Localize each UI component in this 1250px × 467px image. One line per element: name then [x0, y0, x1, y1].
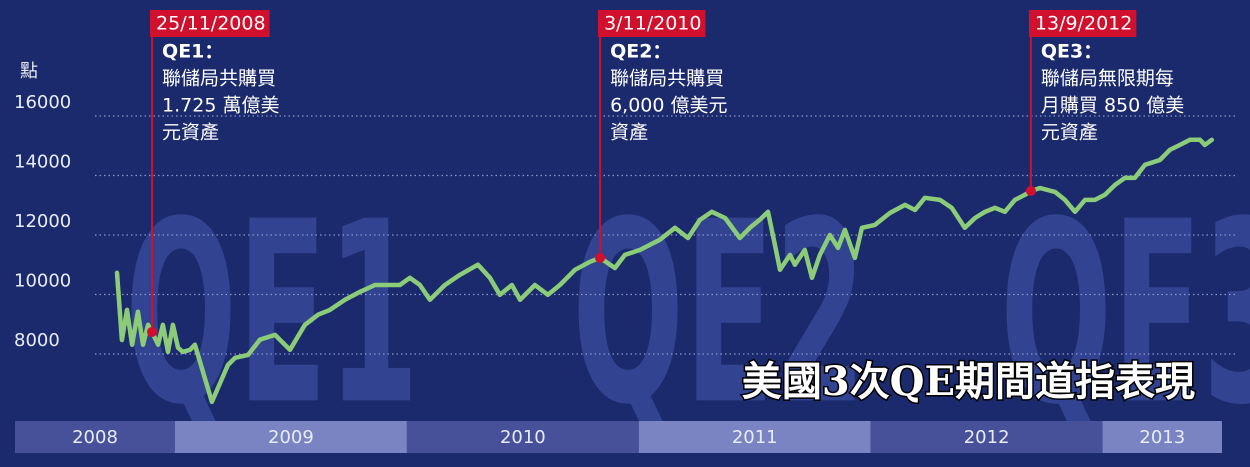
x-tick-label: 2012: [964, 427, 1010, 448]
annotation-text: 聯儲局無限期每: [1041, 68, 1174, 90]
annotation-title: QE1：: [162, 41, 223, 63]
annotation-marker: [147, 326, 158, 337]
annotation-date: 25/11/2008: [156, 13, 266, 35]
year-band: [638, 421, 871, 453]
annotation-date: 13/9/2012: [1035, 13, 1132, 35]
chart-title: 美國3次QE期間道指表現: [742, 358, 1195, 405]
x-tick-label: 2010: [500, 427, 546, 448]
annotation-text: 元資產: [162, 122, 219, 144]
year-band: [870, 421, 1103, 453]
y-tick-label: 12000: [14, 211, 71, 232]
annotation-box: [150, 10, 270, 37]
year-band: [1102, 421, 1222, 453]
y-tick-label: 14000: [14, 151, 71, 172]
watermark: QE1: [125, 169, 419, 461]
annotation-title: QE2：: [610, 41, 671, 63]
y-axis-label: 點: [20, 61, 38, 82]
annotation-text: 6,000 億美元: [610, 95, 727, 117]
y-tick-label: 8000: [14, 330, 60, 351]
annotation-text: 聯儲局共購買: [610, 68, 724, 90]
data-line: [114, 137, 1215, 405]
year-band: [175, 421, 407, 453]
x-tick-label: 2011: [732, 427, 778, 448]
x-tick-label: 2008: [72, 427, 118, 448]
annotation-text: 元資產: [1041, 122, 1098, 144]
annotation-marker: [1025, 185, 1036, 196]
x-tick-label: 2009: [268, 427, 314, 448]
annotation-text: 1.725 萬億美: [162, 95, 279, 117]
annotation-text: 資產: [610, 122, 648, 144]
x-tick-label: 2013: [1139, 427, 1185, 448]
y-tick-label: 10000: [14, 270, 71, 291]
annotation-date: 3/11/2010: [604, 13, 701, 35]
year-band: [15, 421, 176, 453]
watermark: QE3: [1000, 169, 1250, 461]
year-band: [406, 421, 639, 453]
annotation-box: [1028, 10, 1137, 37]
watermark: QE2: [572, 169, 866, 461]
annotation-box: [598, 10, 706, 37]
annotation-title: QE3：: [1041, 41, 1102, 63]
y-tick-label: 16000: [14, 92, 71, 113]
annotation-text: 聯儲局共購買: [162, 68, 276, 90]
annotation-text: 月購買 850 億美: [1041, 95, 1184, 117]
annotation-marker: [595, 252, 606, 263]
